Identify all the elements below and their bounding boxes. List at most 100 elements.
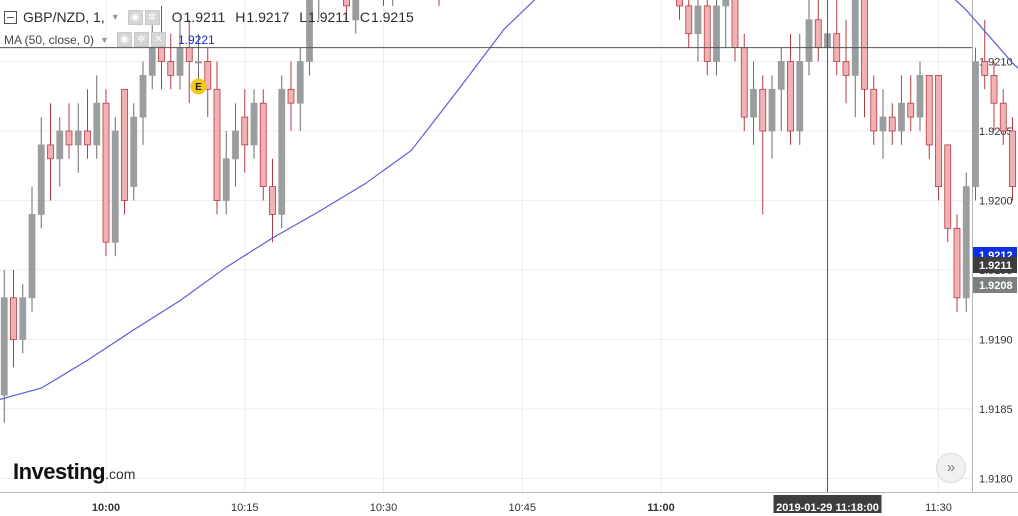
candle-body — [814, 19, 822, 48]
logo-text: Investing — [13, 459, 106, 484]
candle-body — [999, 102, 1007, 132]
candle-body — [722, 0, 730, 7]
y-tick-label: 1.9180 — [979, 474, 1013, 486]
gear-icon[interactable]: ✲ — [144, 9, 160, 25]
candle-body — [851, 0, 859, 76]
crosshair-time-label: 2019-01-29 11:18:00 — [776, 502, 879, 514]
candle-body — [981, 61, 989, 76]
y-tick-label: 1.9185 — [979, 404, 1013, 416]
candle-body — [148, 47, 156, 76]
x-tick-label: 10:45 — [508, 502, 536, 514]
crosshair-price-tag — [973, 257, 1017, 273]
candle-body — [204, 61, 212, 90]
eye-icon[interactable]: ◉ — [116, 32, 132, 47]
y-tick-label: 1.9200 — [979, 196, 1013, 208]
candle-body — [47, 144, 54, 160]
candle-body — [232, 130, 239, 160]
chevron-down-icon[interactable]: ▼ — [110, 12, 120, 22]
logo-suffix: .com — [105, 466, 136, 482]
candle-body — [195, 61, 202, 64]
candle-body — [796, 61, 804, 132]
candle-body — [121, 88, 128, 201]
candle-body — [731, 0, 739, 48]
eye-icon[interactable]: ◉ — [127, 9, 143, 25]
candle-body — [84, 130, 91, 146]
candle-body — [352, 0, 360, 21]
investing-logo: Investing.com — [13, 459, 135, 485]
candle-body — [1009, 130, 1016, 187]
candle-body — [787, 61, 794, 132]
y-tick-label: 1.9190 — [979, 335, 1013, 347]
grid-lines — [0, 0, 972, 492]
chevron-down-icon[interactable]: ▼ — [100, 34, 109, 45]
last-price-tag — [973, 277, 1017, 293]
candle-body — [296, 61, 304, 104]
interval-separator: , — [85, 9, 94, 25]
candle-body — [805, 19, 813, 62]
candle-body — [241, 116, 249, 146]
last-price-tag-label: 1.9208 — [979, 280, 1013, 292]
candle-body — [19, 297, 27, 340]
candle-body — [269, 186, 276, 215]
x-tick-label: 11:30 — [925, 502, 952, 514]
candle-body — [167, 61, 175, 76]
candle-body — [213, 88, 221, 201]
candle-body — [944, 144, 952, 229]
candle-body — [916, 75, 924, 118]
candle-body — [953, 227, 961, 299]
high-value: 1.9217 — [246, 9, 290, 25]
candle-body — [777, 61, 785, 90]
candle-body — [759, 88, 767, 132]
x-tick-label: 10:00 — [92, 502, 120, 514]
candle-body — [111, 130, 119, 243]
candle-body — [750, 88, 757, 118]
close-value: 1.9215 — [370, 9, 414, 25]
candle-body — [185, 47, 193, 62]
low-key: L — [299, 9, 308, 25]
low-value: 1.9211 — [308, 9, 350, 25]
candle-body — [102, 102, 110, 243]
interval-label: 1 — [93, 9, 101, 25]
candle-body — [694, 5, 702, 35]
ma-label[interactable]: MA (50, close, 0) — [4, 32, 95, 47]
ma-value: 1.9221 — [177, 32, 215, 47]
ma-line — [0, 0, 1018, 400]
candle-body — [306, 0, 313, 62]
candle-body — [990, 75, 998, 104]
crosshair-price-tag-label: 1.9211 — [979, 260, 1012, 272]
candle-body — [685, 5, 693, 35]
candle-body — [935, 75, 942, 187]
candle-body — [139, 75, 147, 118]
double-chevron-right-icon[interactable]: » — [936, 453, 966, 483]
candle-body — [703, 5, 711, 62]
ohlc-legend: GBP/NZD , 1 , ▼ ◉ ✲ O 1.9211 H 1.9217 L 1.9… — [4, 9, 414, 25]
candle-body — [879, 116, 887, 132]
candle-body — [676, 0, 683, 7]
collapse-legend-icon[interactable] — [4, 10, 17, 24]
candle-body — [861, 0, 868, 90]
candle-body — [93, 102, 101, 146]
open-key: O — [171, 9, 183, 25]
gear-icon[interactable]: ✲ — [133, 32, 149, 47]
close-icon[interactable]: ✕ — [150, 32, 166, 47]
ma-legend: MA (50, close, 0) ▼ ◉ ✲ ✕ 1.9221 — [4, 32, 215, 47]
candle-body — [907, 102, 915, 118]
event-marker — [190, 78, 207, 95]
candle-body — [10, 297, 17, 340]
candle-body — [842, 61, 850, 76]
candle-body — [74, 130, 82, 146]
crosshair-overlay: 2019-01-29 11:18:00 E — [0, 0, 972, 514]
candle-body — [0, 297, 8, 396]
open-value: 1.9211 — [183, 9, 226, 25]
moving-average — [0, 0, 1018, 400]
crosshair-time-tag — [773, 495, 882, 513]
candles — [0, 0, 1016, 423]
candle-body — [278, 88, 286, 215]
candle-body — [888, 116, 896, 132]
symbol-label[interactable]: GBP/NZD — [23, 9, 86, 25]
candle-body — [259, 102, 267, 187]
x-tick-label: 10:15 — [231, 502, 259, 514]
interval-separator: , — [100, 9, 105, 25]
